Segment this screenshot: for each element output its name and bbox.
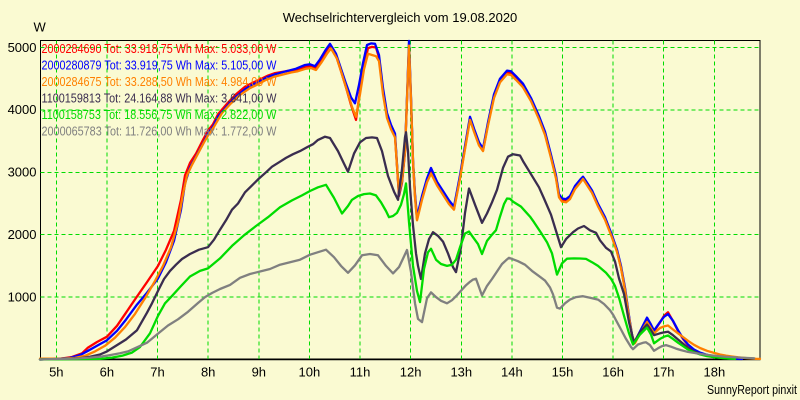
svg-text:1100159813 Tot: 24.164,88 Wh M: 1100159813 Tot: 24.164,88 Wh Max: 3.641,… [42, 91, 278, 106]
svg-text:4000: 4000 [8, 102, 37, 117]
svg-text:7h: 7h [150, 365, 164, 380]
svg-text:2000284690 Tot: 33.918,75 Wh M: 2000284690 Tot: 33.918,75 Wh Max: 5.033,… [42, 41, 278, 56]
svg-text:2000280879 Tot: 33.919,75 Wh M: 2000280879 Tot: 33.919,75 Wh Max: 5.105,… [42, 58, 278, 73]
svg-text:2000284675 Tot: 33.288,50 Wh M: 2000284675 Tot: 33.288,50 Wh Max: 4.984,… [42, 74, 278, 89]
svg-text:1100158753 Tot: 18.556,75 Wh M: 1100158753 Tot: 18.556,75 Wh Max: 2.822,… [42, 107, 278, 122]
svg-text:2000: 2000 [8, 227, 37, 242]
svg-text:13h: 13h [450, 365, 472, 380]
svg-text:8h: 8h [201, 365, 215, 380]
svg-text:W: W [34, 20, 47, 35]
svg-text:11h: 11h [350, 365, 371, 380]
svg-text:5000: 5000 [8, 40, 37, 55]
svg-text:9h: 9h [252, 365, 266, 380]
svg-text:6h: 6h [100, 365, 114, 380]
svg-text:12h: 12h [400, 365, 422, 380]
svg-text:SunnyReport pinxit: SunnyReport pinxit [707, 382, 797, 397]
svg-text:2000065783 Tot: 11.726,00 Wh M: 2000065783 Tot: 11.726,00 Wh Max: 1.772,… [42, 124, 278, 139]
svg-text:3000: 3000 [8, 165, 37, 180]
svg-text:18h: 18h [704, 365, 726, 380]
svg-text:16h: 16h [602, 365, 624, 380]
svg-text:5h: 5h [49, 365, 63, 380]
svg-text:10h: 10h [299, 365, 321, 380]
svg-text:1000: 1000 [8, 289, 37, 304]
svg-text:17h: 17h [653, 365, 675, 380]
svg-text:15h: 15h [552, 365, 574, 380]
svg-text:14h: 14h [501, 365, 523, 380]
svg-text:Wechselrichtervergleich vom 19: Wechselrichtervergleich vom 19.08.2020 [283, 10, 518, 25]
